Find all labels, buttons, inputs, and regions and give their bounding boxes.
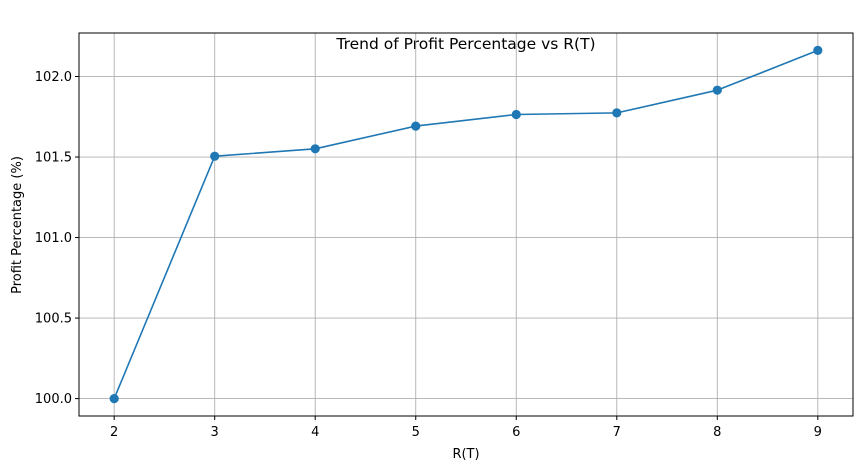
x-tick-label: 7 [613,425,621,440]
grid [79,33,853,416]
data-point [310,144,320,154]
chart-title: Trend of Profit Percentage vs R(T) [335,35,595,53]
data-point [813,45,823,55]
y-tick-label: 101.0 [35,231,72,246]
series-layer [109,45,823,404]
x-tick-label: 4 [311,425,319,440]
data-point [411,121,421,131]
y-tick-label: 100.5 [35,312,72,327]
y-axis-label: Profit Percentage (%) [10,156,25,294]
x-tick-label: 5 [412,425,420,440]
series-line [113,49,819,399]
y-tick-label: 100.0 [35,392,72,407]
x-tick-label: 3 [211,425,219,440]
plot-frame [78,32,854,417]
x-axis-label: R(T) [452,447,479,462]
data-point [511,109,521,120]
data-point [210,151,220,161]
data-point [612,108,622,118]
y-tick-label: 102.0 [35,70,72,85]
ticks: 2 3 4 5 6 7 8 9 100.0 100.5 101.0 101.5 102.0 [35,70,822,440]
x-tick-label: 2 [110,425,118,440]
data-point [109,394,119,404]
x-tick-label: 8 [713,425,721,440]
x-tick-label: 6 [512,425,520,440]
data-point [712,85,722,95]
y-tick-label: 101.5 [35,151,72,166]
x-tick-label: 9 [814,425,822,440]
